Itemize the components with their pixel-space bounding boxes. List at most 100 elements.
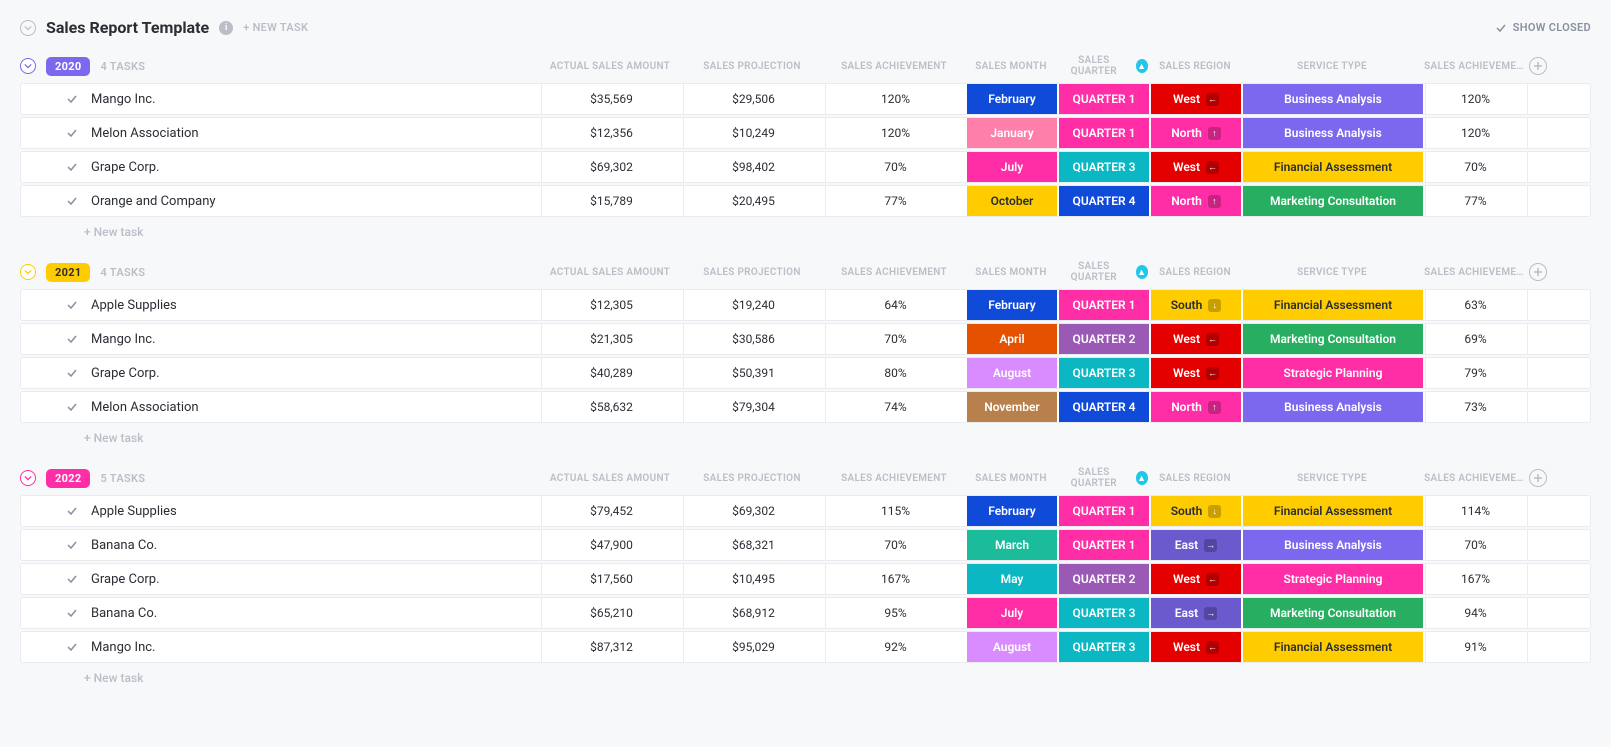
collapse-all-icon[interactable] <box>20 20 36 36</box>
status-check-icon[interactable] <box>65 298 79 312</box>
column-header-sales-achievement-2[interactable]: SALES ACHIEVEME… <box>1424 267 1524 278</box>
tag-service[interactable]: Financial Assessment <box>1243 632 1423 662</box>
cell-projection[interactable]: $68,321 <box>683 530 823 560</box>
status-check-icon[interactable] <box>65 366 79 380</box>
column-header-sales-month[interactable]: SALES MONTH <box>966 473 1056 484</box>
add-column-button[interactable] <box>1529 263 1547 281</box>
tag-service[interactable]: Financial Assessment <box>1243 290 1423 320</box>
cell-actual[interactable]: $12,305 <box>541 290 681 320</box>
cell-actual[interactable]: $87,312 <box>541 632 681 662</box>
task-name[interactable]: Grape Corp. <box>91 366 160 381</box>
tag-month[interactable]: July <box>967 598 1057 628</box>
tag-service[interactable]: Marketing Consultation <box>1243 324 1423 354</box>
cell-ach2[interactable]: 94% <box>1425 598 1525 628</box>
cell-ach2[interactable]: 70% <box>1425 152 1525 182</box>
cell-actual[interactable]: $79,452 <box>541 496 681 526</box>
cell-ach[interactable]: 70% <box>825 324 965 354</box>
table-row[interactable]: Banana Co.$65,210$68,91295%JulyQUARTER 3… <box>20 597 1591 629</box>
cell-ach[interactable]: 92% <box>825 632 965 662</box>
cell-ach[interactable]: 70% <box>825 530 965 560</box>
tag-region[interactable]: West← <box>1151 152 1241 182</box>
cell-actual[interactable]: $21,305 <box>541 324 681 354</box>
column-header-sales-projection[interactable]: SALES PROJECTION <box>682 61 822 72</box>
table-row[interactable]: Grape Corp.$69,302$98,40270%JulyQUARTER … <box>20 151 1591 183</box>
status-check-icon[interactable] <box>65 640 79 654</box>
tag-quarter[interactable]: QUARTER 3 <box>1059 632 1149 662</box>
table-row[interactable]: Melon Association$58,632$79,30474%Novemb… <box>20 391 1591 423</box>
tag-quarter[interactable]: QUARTER 1 <box>1059 290 1149 320</box>
task-name[interactable]: Banana Co. <box>91 538 157 553</box>
new-task-button[interactable]: + New task <box>20 217 1591 239</box>
tag-quarter[interactable]: QUARTER 1 <box>1059 118 1149 148</box>
column-header-sales-achievement-2[interactable]: SALES ACHIEVEME… <box>1424 473 1524 484</box>
tag-quarter[interactable]: QUARTER 2 <box>1059 564 1149 594</box>
cell-actual[interactable]: $35,569 <box>541 84 681 114</box>
cell-projection[interactable]: $68,912 <box>683 598 823 628</box>
tag-quarter[interactable]: QUARTER 2 <box>1059 324 1149 354</box>
tag-service[interactable]: Marketing Consultation <box>1243 186 1423 216</box>
column-header-sales-month[interactable]: SALES MONTH <box>966 61 1056 72</box>
task-name[interactable]: Orange and Company <box>91 194 216 209</box>
tag-month[interactable]: July <box>967 152 1057 182</box>
show-closed-toggle[interactable]: SHOW CLOSED <box>1495 21 1591 34</box>
cell-projection[interactable]: $20,495 <box>683 186 823 216</box>
status-check-icon[interactable] <box>65 332 79 346</box>
status-check-icon[interactable] <box>65 160 79 174</box>
tag-service[interactable]: Business Analysis <box>1243 530 1423 560</box>
tag-month[interactable]: August <box>967 358 1057 388</box>
cell-ach2[interactable]: 114% <box>1425 496 1525 526</box>
column-header-sales-achievement[interactable]: SALES ACHIEVEMENT <box>824 61 964 72</box>
task-name[interactable]: Apple Supplies <box>91 504 177 519</box>
tag-region[interactable]: North↑ <box>1151 118 1241 148</box>
tag-quarter[interactable]: QUARTER 1 <box>1059 530 1149 560</box>
cell-ach2[interactable]: 120% <box>1425 84 1525 114</box>
column-header-sales-achievement-2[interactable]: SALES ACHIEVEME… <box>1424 61 1524 72</box>
cell-ach2[interactable]: 77% <box>1425 186 1525 216</box>
tag-month[interactable]: March <box>967 530 1057 560</box>
task-name[interactable]: Mango Inc. <box>91 640 156 655</box>
cell-ach2[interactable]: 70% <box>1425 530 1525 560</box>
status-check-icon[interactable] <box>65 92 79 106</box>
cell-actual[interactable]: $58,632 <box>541 392 681 422</box>
group-collapse-icon[interactable] <box>20 470 36 486</box>
tag-month[interactable]: May <box>967 564 1057 594</box>
table-row[interactable]: Banana Co.$47,900$68,32170%MarchQUARTER … <box>20 529 1591 561</box>
group-year-pill[interactable]: 2021 <box>46 263 90 282</box>
group-collapse-icon[interactable] <box>20 264 36 280</box>
tag-month[interactable]: February <box>967 84 1057 114</box>
column-header-sales-projection[interactable]: SALES PROJECTION <box>682 473 822 484</box>
table-row[interactable]: Mango Inc.$21,305$30,58670%AprilQUARTER … <box>20 323 1591 355</box>
tag-month[interactable]: October <box>967 186 1057 216</box>
cell-projection[interactable]: $10,495 <box>683 564 823 594</box>
cell-ach[interactable]: 120% <box>825 84 965 114</box>
tag-region[interactable]: South↓ <box>1151 290 1241 320</box>
cell-ach2[interactable]: 73% <box>1425 392 1525 422</box>
tag-service[interactable]: Business Analysis <box>1243 84 1423 114</box>
table-row[interactable]: Mango Inc.$35,569$29,506120%FebruaryQUAR… <box>20 83 1591 115</box>
tag-service[interactable]: Strategic Planning <box>1243 564 1423 594</box>
column-header-sales-quarter[interactable]: SALES QUARTER ▲ <box>1058 467 1148 489</box>
cell-ach[interactable]: 80% <box>825 358 965 388</box>
tag-region[interactable]: South↓ <box>1151 496 1241 526</box>
cell-ach2[interactable]: 91% <box>1425 632 1525 662</box>
task-name[interactable]: Melon Association <box>91 126 199 141</box>
task-name[interactable]: Banana Co. <box>91 606 157 621</box>
table-row[interactable]: Apple Supplies$12,305$19,24064%FebruaryQ… <box>20 289 1591 321</box>
cell-ach[interactable]: 77% <box>825 186 965 216</box>
table-row[interactable]: Melon Association$12,356$10,249120%Janua… <box>20 117 1591 149</box>
tag-quarter[interactable]: QUARTER 3 <box>1059 598 1149 628</box>
tag-month[interactable]: February <box>967 496 1057 526</box>
table-row[interactable]: Orange and Company$15,789$20,49577%Octob… <box>20 185 1591 217</box>
task-name[interactable]: Grape Corp. <box>91 572 160 587</box>
status-check-icon[interactable] <box>65 400 79 414</box>
add-column-button[interactable] <box>1529 57 1547 75</box>
group-year-pill[interactable]: 2022 <box>46 469 90 488</box>
column-header-service-type[interactable]: SERVICE TYPE <box>1242 61 1422 72</box>
task-name[interactable]: Melon Association <box>91 400 199 415</box>
cell-projection[interactable]: $69,302 <box>683 496 823 526</box>
tag-region[interactable]: East→ <box>1151 598 1241 628</box>
task-name[interactable]: Apple Supplies <box>91 298 177 313</box>
status-check-icon[interactable] <box>65 538 79 552</box>
table-row[interactable]: Grape Corp.$17,560$10,495167%MayQUARTER … <box>20 563 1591 595</box>
column-header-sales-month[interactable]: SALES MONTH <box>966 267 1056 278</box>
